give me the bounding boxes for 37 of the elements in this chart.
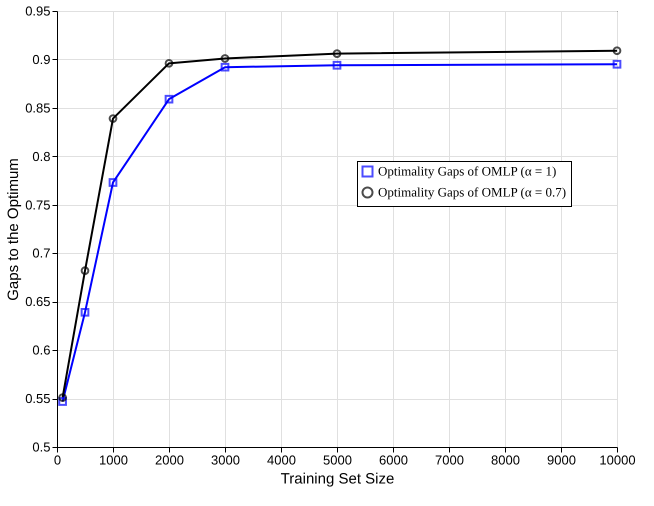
- point: [164, 94, 174, 104]
- y-tick-label: 0.7: [32, 246, 50, 261]
- point: [108, 178, 118, 187]
- x-tick-label: 10000: [599, 452, 636, 468]
- point: [108, 114, 118, 123]
- y-axis-title: Gaps to the Optimum: [5, 158, 22, 301]
- point: [80, 266, 90, 276]
- y-tick-label: 0.9: [32, 52, 50, 67]
- x-tick-label: 1000: [99, 452, 128, 468]
- y-tick-label: 0.55: [25, 391, 50, 406]
- x-tick-label: 7000: [435, 452, 464, 468]
- point: [220, 54, 230, 63]
- point: [220, 62, 230, 72]
- y-tick-label: 0.6: [32, 342, 50, 358]
- y-tick-label: 0.75: [25, 197, 50, 212]
- x-tick-label: 8000: [491, 452, 520, 468]
- point: [612, 60, 622, 69]
- point: [58, 397, 67, 406]
- x-tick-label: 3000: [211, 452, 240, 468]
- legend-label: Optimality Gaps of OMLP (α = 1): [378, 164, 556, 178]
- x-tick-label: 4000: [267, 452, 296, 468]
- x-tick-label: 6000: [379, 452, 408, 468]
- y-tick-label: 0.8: [32, 148, 50, 164]
- point: [164, 58, 174, 68]
- point: [332, 60, 342, 70]
- y-tick-label: 0.5: [32, 440, 50, 454]
- y-tick-label: 0.95: [25, 4, 50, 18]
- x-tick-label: 9000: [547, 452, 576, 468]
- y-tick-label: 0.85: [25, 100, 50, 116]
- point: [80, 308, 90, 317]
- legend-label: Optimality Gaps of OMLP (α = 0.7): [378, 184, 566, 200]
- x-axis-title: Training Set Size: [280, 470, 394, 488]
- x-tick-label: 2000: [155, 452, 184, 468]
- x-tick-label: 5000: [323, 452, 352, 468]
- x-tick-label: 0: [54, 452, 62, 468]
- y-tick-label: 0.65: [25, 294, 50, 310]
- point: [332, 49, 342, 58]
